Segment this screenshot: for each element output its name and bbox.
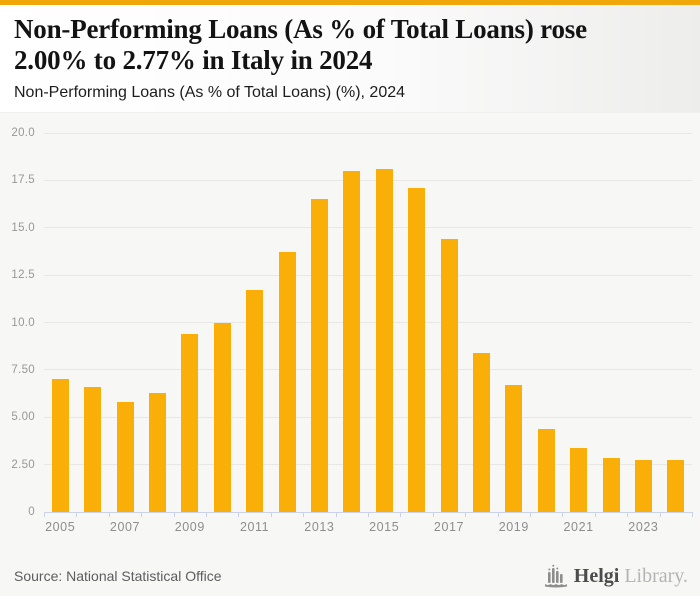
- bar-2008: [148, 392, 166, 512]
- chart-subtitle: Non-Performing Loans (As % of Total Loan…: [14, 84, 406, 101]
- gridline-5.00: [44, 416, 692, 418]
- gridline-12.5: [44, 274, 692, 276]
- x-axis-label-2007: 2007: [109, 520, 141, 534]
- gridline-17.5: [44, 179, 692, 181]
- bar-2006: [84, 386, 102, 512]
- y-axis-label-17.5: 17.5: [11, 174, 35, 187]
- y-axis-label-2.50: 2.50: [11, 458, 35, 471]
- x-axis-tick: [76, 512, 78, 517]
- gridline-20.0: [44, 132, 692, 134]
- y-axis-label-20.0: 20.0: [11, 127, 35, 139]
- bar-2012: [278, 252, 296, 512]
- gridline-7.50: [44, 369, 692, 371]
- x-axis-tick: [335, 512, 337, 517]
- gridline-2.50: [44, 464, 692, 466]
- x-axis-tick: [368, 512, 369, 517]
- bar-2016: [408, 187, 426, 512]
- x-axis-tick: [270, 512, 272, 517]
- bar-2011: [246, 290, 264, 512]
- x-axis-tick: [44, 512, 45, 517]
- x-axis-label-2015: 2015: [369, 520, 400, 534]
- bar-2024: [667, 459, 685, 512]
- y-axis-label-12.5: 12.5: [11, 269, 35, 282]
- chart-footer: Source: National Statistical Office Helg…: [0, 556, 700, 596]
- x-axis-tick: [108, 512, 110, 517]
- x-axis-tick: [594, 512, 596, 517]
- top-accent-bar: [0, 0, 700, 5]
- chart-title-line2: 2.00% to 2.77% in Italy in 2024: [14, 45, 373, 75]
- x-axis-label-2023: 2023: [628, 520, 659, 534]
- bar-2010: [213, 322, 231, 512]
- x-axis-label-2005: 2005: [45, 520, 76, 534]
- x-axis-label-2011: 2011: [239, 520, 270, 534]
- y-axis-label-10.0: 10.0: [11, 316, 35, 329]
- x-axis-tick: [530, 512, 531, 517]
- bar-2014: [343, 170, 361, 512]
- x-axis-label-2019: 2019: [498, 520, 529, 534]
- x-axis-tick: [206, 512, 207, 517]
- x-axis-tick: [562, 512, 564, 517]
- bar-2023: [634, 460, 652, 512]
- chart-title-line1: Non-Performing Loans (As % of Total Loan…: [14, 14, 587, 44]
- bar-2013: [310, 199, 328, 512]
- source-note: Source: National Statistical Office: [14, 568, 222, 584]
- x-axis-label-2013: 2013: [304, 520, 335, 534]
- y-axis-label-5.00: 5.00: [11, 411, 35, 424]
- y-axis-label-7.50: 7.50: [11, 363, 35, 376]
- logo-text-helgi: Helgi: [573, 565, 620, 587]
- x-axis-tick: [497, 512, 499, 517]
- x-axis-label-2009: 2009: [174, 520, 205, 534]
- x-axis-tick: [400, 512, 402, 517]
- plot-area: 0 2.50 5.00 7.50 10.0 12.5 15.0 17.5 20.0 2005 200…: [11, 127, 693, 534]
- bar-2015: [375, 169, 393, 512]
- bar-2009: [181, 333, 199, 512]
- x-axis-tick: [173, 512, 175, 517]
- bar-2019: [505, 385, 523, 512]
- gridline-15.0: [44, 227, 692, 229]
- gridline-10.0: [44, 322, 692, 323]
- x-axis-tick: [432, 512, 434, 517]
- bar-2017: [440, 239, 458, 512]
- bar-2007: [116, 402, 134, 512]
- x-axis-tick: [659, 512, 661, 517]
- bar-2020: [537, 428, 555, 512]
- chart-region: 0 2.50 5.00 7.50 10.0 12.5 15.0 17.5 20.0 2005 200…: [0, 115, 700, 556]
- x-axis-tick: [465, 512, 467, 517]
- x-axis-tick: [692, 512, 693, 517]
- x-axis-tick: [303, 512, 305, 517]
- helgi-library-logo[interactable]: Helgi Library.: [543, 564, 688, 588]
- y-axis-label-15.0: 15.0: [11, 221, 35, 234]
- bar-2021: [570, 447, 588, 512]
- x-axis-label-2021: 2021: [563, 520, 594, 534]
- x-axis-label-2017: 2017: [433, 520, 465, 534]
- x-axis-tick: [238, 512, 240, 517]
- bar-2022: [602, 458, 620, 512]
- logo-text-library: Library.: [624, 565, 688, 587]
- helgi-logo-icon: [544, 564, 567, 588]
- bar-2005: [51, 379, 69, 512]
- x-axis-tick: [141, 512, 143, 517]
- bar-2018: [472, 352, 490, 512]
- chart-header: Non-Performing Loans (As % of Total Loan…: [0, 5, 700, 113]
- x-axis-tick: [627, 512, 629, 517]
- y-axis-label-0: 0: [28, 506, 35, 518]
